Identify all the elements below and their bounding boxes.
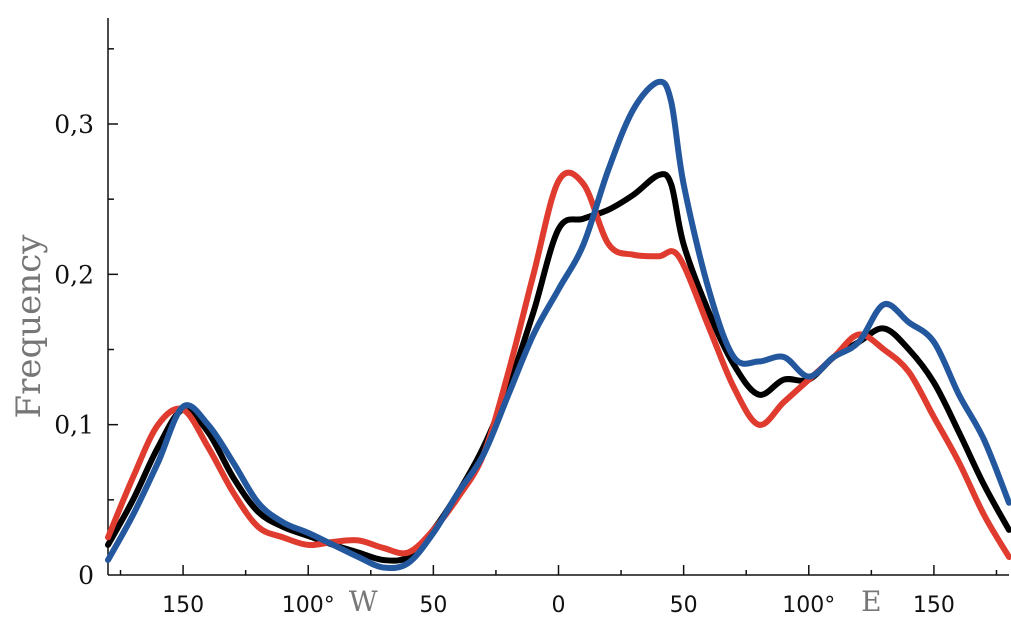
y-tick-label: 0,2 [54, 260, 94, 289]
y-tick-label: 0,1 [54, 411, 94, 440]
x-tick-label: 50 [419, 593, 447, 617]
y-ticks: 0 0,1 0,2 0,3 [54, 48, 118, 590]
x-tick-label: 150 [162, 593, 204, 617]
x-ticks: 150 100° 50 0 50 100° 150 [119, 565, 998, 617]
x-direction-label: W [349, 585, 378, 617]
x-tick-label: 150 [913, 593, 955, 617]
series-line-2 [105, 169, 1011, 560]
y-axis-label: Frequency [9, 234, 49, 419]
x-tick-label: 100° [282, 593, 335, 617]
x-tick-label: 100° [782, 593, 835, 617]
x-tick-label: 50 [670, 593, 698, 617]
y-tick-label: 0,3 [54, 110, 94, 139]
series-group [105, 78, 1011, 572]
x-tick-label: 0 [552, 593, 566, 617]
x-direction-label: E [861, 585, 881, 617]
y-tick-label: 0 [78, 561, 94, 590]
series-line-3 [105, 78, 1011, 572]
